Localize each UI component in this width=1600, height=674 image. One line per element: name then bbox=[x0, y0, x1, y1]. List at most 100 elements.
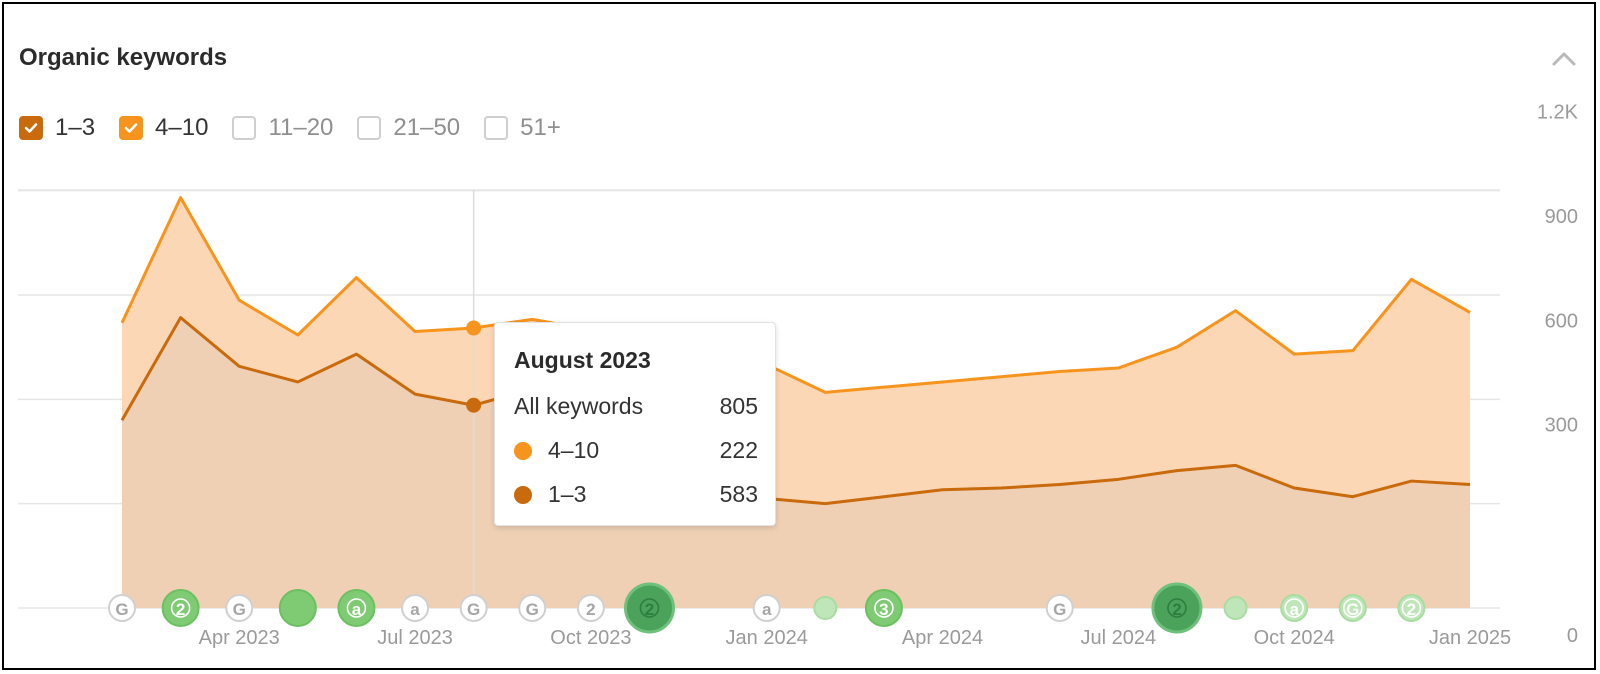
tooltip-row-label: All keywords bbox=[514, 393, 644, 419]
event-marker-label: G bbox=[233, 600, 246, 619]
checkbox-4-10[interactable] bbox=[119, 116, 144, 140]
event-marker-circle bbox=[623, 582, 675, 634]
hover-point-4-10 bbox=[466, 320, 482, 336]
event-marker[interactable]: a bbox=[1280, 594, 1309, 622]
event-marker[interactable]: 2 bbox=[161, 589, 200, 627]
legend: 1–3 4–10 11–20 21–50 51+ bbox=[19, 114, 585, 142]
event-marker-ring bbox=[346, 598, 367, 618]
legend-item-1-3[interactable]: 1–3 bbox=[19, 114, 95, 142]
event-marker[interactable]: G bbox=[225, 594, 254, 622]
event-marker[interactable] bbox=[278, 589, 317, 627]
card-title: Organic keywords bbox=[19, 44, 228, 71]
line-1-3 bbox=[120, 316, 1471, 506]
hover-point-1-3 bbox=[466, 397, 482, 413]
event-marker[interactable]: 2 bbox=[623, 582, 675, 634]
legend-item-51-plus[interactable]: 51+ bbox=[484, 114, 561, 142]
tooltip-row-4-10: 4–10 222 bbox=[514, 437, 758, 464]
legend-item-4-10[interactable]: 4–10 bbox=[119, 114, 208, 142]
event-marker[interactable]: a bbox=[337, 589, 376, 627]
x-tick-label: Jul 2023 bbox=[377, 627, 453, 649]
event-marker-ring bbox=[639, 598, 660, 618]
legend-label: 51+ bbox=[520, 114, 561, 141]
y-tick-label: 600 bbox=[1545, 310, 1578, 332]
legend-label: 4–10 bbox=[155, 114, 209, 141]
event-marker-ring bbox=[1342, 598, 1363, 618]
tooltip-row-all: All keywords 805 bbox=[514, 393, 758, 420]
legend-item-21-50[interactable]: 21–50 bbox=[357, 114, 460, 142]
event-marker-circle bbox=[337, 589, 376, 627]
legend-label: 11–20 bbox=[268, 114, 334, 141]
event-marker-circle bbox=[576, 594, 605, 622]
tooltip-row-value: 583 bbox=[719, 481, 758, 507]
event-marker-ring bbox=[874, 598, 894, 618]
event-marker-circle bbox=[225, 594, 254, 622]
checkmark-icon bbox=[124, 123, 138, 133]
event-marker-ring bbox=[1401, 598, 1422, 618]
event-marker[interactable]: a bbox=[401, 594, 430, 622]
event-marker-ring bbox=[170, 598, 191, 618]
event-marker[interactable]: 2 bbox=[1397, 594, 1426, 622]
chart-tooltip: August 2023 All keywords 805 4–10 222 1–… bbox=[494, 322, 776, 526]
tooltip-row-value: 222 bbox=[719, 437, 758, 463]
event-marker-circle bbox=[518, 594, 547, 622]
event-marker[interactable]: G bbox=[459, 594, 488, 622]
event-marker-label: a bbox=[762, 600, 772, 619]
event-marker[interactable]: G bbox=[108, 594, 136, 622]
line-4-10 bbox=[120, 196, 1471, 394]
y-tick-label: 900 bbox=[1545, 206, 1578, 228]
tooltip-row-value: 805 bbox=[719, 393, 758, 419]
event-marker-label: G bbox=[115, 600, 128, 619]
event-marker[interactable]: 2 bbox=[1151, 582, 1203, 634]
event-marker-label: 2 bbox=[176, 600, 185, 619]
event-marker-ring bbox=[1167, 598, 1187, 618]
series-dot-icon bbox=[514, 485, 532, 504]
event-marker[interactable]: 2 bbox=[576, 594, 605, 622]
event-marker-label: a bbox=[352, 600, 362, 619]
event-marker-label: G bbox=[1346, 600, 1359, 619]
event-marker-label: 3 bbox=[879, 600, 888, 619]
y-tick-label: 0 bbox=[1567, 625, 1578, 647]
area-4-10 bbox=[122, 197, 1470, 504]
checkbox-21-50[interactable] bbox=[357, 116, 382, 140]
chevron-up-icon[interactable] bbox=[1549, 44, 1579, 74]
event-marker-label: G bbox=[526, 600, 539, 619]
legend-item-11-20[interactable]: 11–20 bbox=[232, 114, 333, 142]
tooltip-row-label: 4–10 bbox=[548, 437, 600, 463]
checkbox-11-20[interactable] bbox=[232, 116, 257, 140]
x-tick-label: Jul 2024 bbox=[1081, 627, 1157, 649]
x-tick-label: Jan 2024 bbox=[726, 627, 808, 649]
event-marker[interactable]: G bbox=[1045, 594, 1074, 622]
event-marker-circle bbox=[864, 589, 903, 627]
event-marker[interactable]: a bbox=[752, 594, 781, 622]
event-marker-circle bbox=[108, 594, 136, 622]
event-marker-circle bbox=[278, 589, 317, 627]
x-tick-label: Apr 2023 bbox=[199, 627, 280, 649]
event-marker-label: 2 bbox=[1407, 600, 1416, 619]
event-marker-circle bbox=[1151, 582, 1203, 634]
checkbox-1-3[interactable] bbox=[19, 116, 43, 140]
event-marker[interactable] bbox=[813, 596, 838, 620]
event-marker-circle bbox=[161, 589, 200, 627]
tooltip-title: August 2023 bbox=[514, 347, 651, 373]
x-tick-label: Jan 2025 bbox=[1429, 627, 1511, 649]
event-marker[interactable]: G bbox=[518, 594, 547, 622]
event-marker-circle bbox=[752, 594, 781, 622]
legend-label: 21–50 bbox=[393, 114, 461, 141]
event-marker[interactable]: G bbox=[1338, 594, 1367, 622]
x-tick-label: Apr 2024 bbox=[902, 627, 983, 649]
event-marker-ring bbox=[1284, 598, 1304, 618]
checkbox-51-plus[interactable] bbox=[484, 116, 509, 140]
tooltip-row-1-3: 1–3 583 bbox=[514, 481, 758, 508]
event-marker-circle bbox=[401, 594, 430, 622]
event-marker[interactable]: 3 bbox=[864, 589, 903, 627]
event-marker-circle bbox=[1223, 596, 1248, 620]
event-marker[interactable] bbox=[1223, 596, 1248, 620]
event-marker-circle bbox=[1045, 594, 1074, 622]
event-marker-label: 2 bbox=[645, 600, 654, 619]
event-marker-label: G bbox=[1053, 600, 1066, 619]
event-marker-circle bbox=[813, 596, 838, 620]
event-marker-label: a bbox=[1289, 600, 1299, 619]
y-tick-label: 1.2K bbox=[1537, 102, 1579, 124]
event-marker-label: a bbox=[410, 600, 420, 619]
